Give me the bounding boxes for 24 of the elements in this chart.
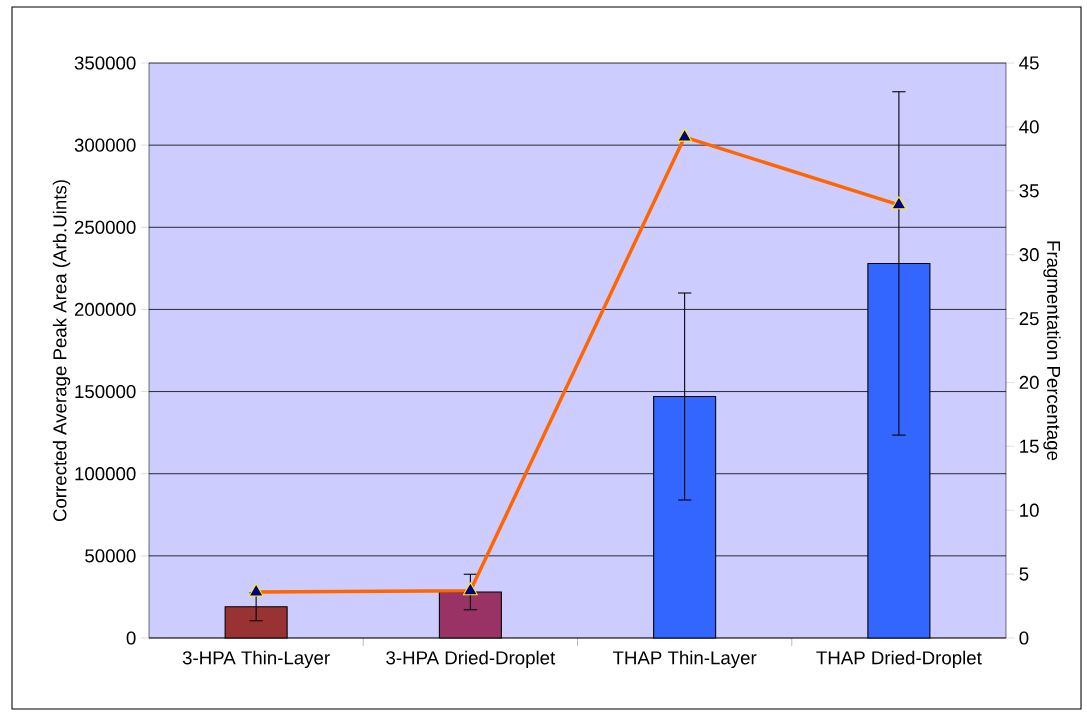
y2-tick-label: 35: [1019, 184, 1039, 198]
y-axis-title: Corrected Average Peak Area (Arb.Uints): [52, 180, 71, 522]
y-tick-label: 150000: [75, 384, 136, 399]
y2-tick-label: 5: [1019, 567, 1029, 581]
y-tick-label: 0: [126, 631, 136, 645]
y2-tick-label: 25: [1019, 311, 1039, 326]
y2-tick-label: 45: [1019, 56, 1039, 70]
y2-tick-label: 15: [1020, 439, 1039, 453]
y-tick-label: 350000: [74, 56, 136, 70]
y-tick-label: 100000: [75, 467, 136, 481]
y-tick-label: 50000: [85, 549, 136, 563]
x-tick-label: THAP Dried-Droplet: [816, 650, 982, 669]
y2-axis-title: Fragmentation Percentage: [1043, 241, 1061, 461]
x-tick-label: 3-HPA Dried-Droplet: [386, 650, 556, 669]
y-tick-label: 200000: [74, 302, 136, 317]
y2-tick-label: 40: [1019, 120, 1039, 134]
y2-tick-label: 10: [1020, 503, 1039, 517]
y2-tick-label: 30: [1019, 248, 1039, 262]
y2-tick-label: 20: [1019, 375, 1039, 390]
x-tick-label: THAP Thin-Layer: [612, 650, 757, 669]
y2-tick-label: 0: [1019, 631, 1029, 645]
y-tick-label: 300000: [74, 138, 136, 152]
y-tick-label: 250000: [74, 220, 136, 234]
x-tick-label: 3-HPA Thin-Layer: [182, 650, 330, 669]
